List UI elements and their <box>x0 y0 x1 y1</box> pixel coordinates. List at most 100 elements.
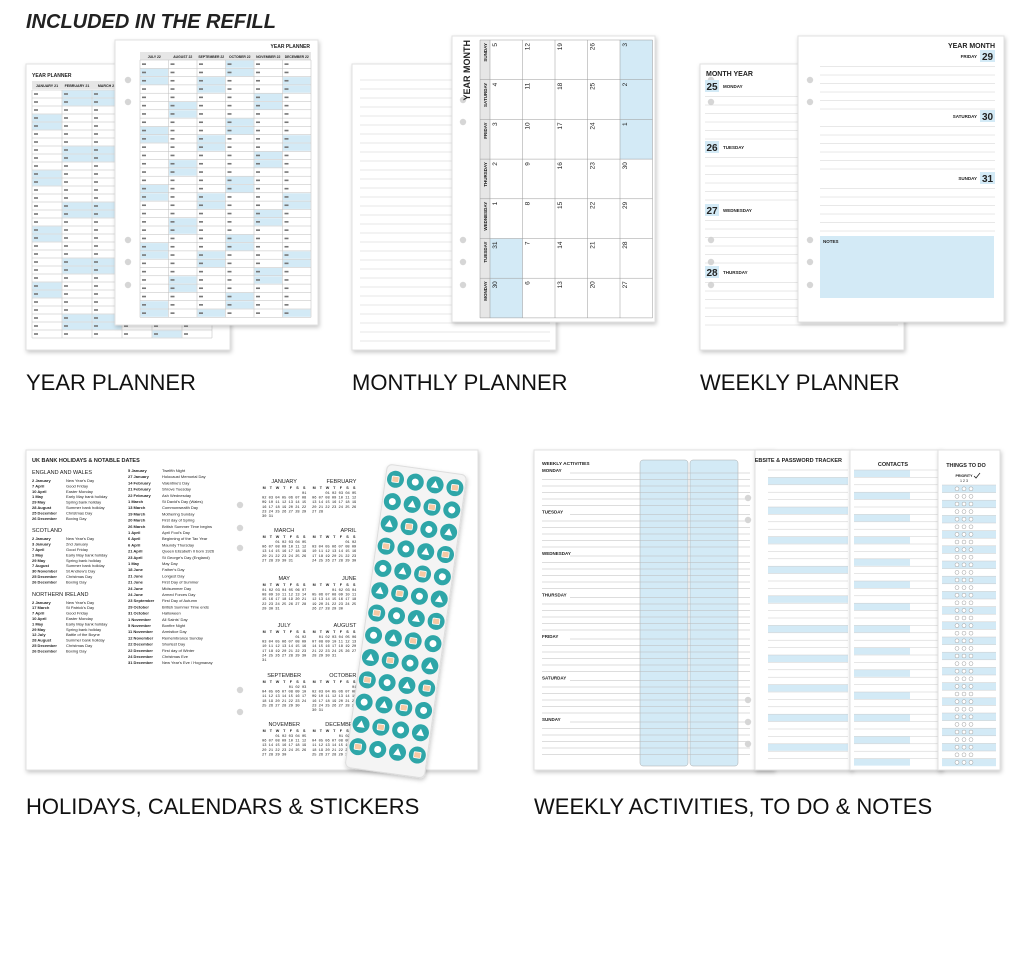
day-mark <box>94 229 98 231</box>
day-mark <box>284 229 289 231</box>
day-mark <box>142 113 146 115</box>
weekday: WEDNESDAY <box>723 208 752 213</box>
holiday-name: Good Friday <box>66 547 88 552</box>
priority-circle <box>968 524 974 529</box>
day-mark <box>64 229 68 231</box>
priority-circle <box>954 722 960 727</box>
notable-name: Queen Elizabeth II born 1926 <box>162 549 215 554</box>
day-mark <box>256 279 260 281</box>
holiday-date: 29 May <box>32 627 46 632</box>
day-mark <box>142 187 146 190</box>
sticker-icon <box>425 525 433 533</box>
day-mark <box>199 221 203 223</box>
day-mark <box>170 204 175 207</box>
holiday-name: Early May bank holiday <box>66 494 107 499</box>
notable-date: 21 February <box>128 487 151 492</box>
day-mark <box>142 154 146 157</box>
day-mark <box>142 121 146 124</box>
day-mark <box>142 237 146 240</box>
weekday-initial: M <box>263 535 266 539</box>
week-row: 15 16 17 18 19 20 21 <box>262 598 307 602</box>
weekday-initial: M <box>263 680 266 684</box>
weekday-initial: M <box>263 729 266 733</box>
page-title: YEAR MONTH <box>462 40 472 101</box>
day-mark <box>142 212 146 215</box>
sticker-icon <box>375 586 384 595</box>
day-mark <box>64 189 68 191</box>
weekday-initial: W <box>326 680 330 684</box>
day-mark <box>142 129 146 132</box>
week-row: 09 10 11 12 13 14 15 <box>312 695 356 699</box>
day-mark <box>34 245 38 247</box>
holiday-date: 26 December <box>32 579 57 584</box>
day-mark <box>256 196 260 198</box>
day-mark <box>284 63 289 65</box>
sticker-icon <box>374 745 382 753</box>
day-mark <box>256 146 260 148</box>
weekend-cell <box>140 68 168 77</box>
date: 30 <box>982 112 994 123</box>
week-row: 27 28 <box>312 510 323 514</box>
day-mark <box>199 96 203 99</box>
day-mark <box>170 287 175 290</box>
holiday-date: 30 November <box>32 569 58 574</box>
day-mark <box>284 179 289 182</box>
priority-circle <box>968 486 974 491</box>
weekend-cell <box>283 201 311 209</box>
day-mark <box>94 269 98 271</box>
sticker-icon <box>353 742 363 751</box>
date: 31 <box>982 174 994 185</box>
notable-date: 5 November <box>128 623 151 628</box>
priority-circle <box>961 562 967 567</box>
day-mark <box>199 146 203 148</box>
priority-circle <box>954 745 960 750</box>
day-mark <box>256 104 260 107</box>
day-mark <box>94 93 98 95</box>
day-mark <box>170 270 175 273</box>
notable-date: 31 October <box>128 611 149 616</box>
weekday-initial: S <box>303 630 306 634</box>
weekend-cell <box>283 193 311 201</box>
day-mark <box>64 285 68 287</box>
weekday-initial: T <box>270 535 273 539</box>
date: 3 <box>492 122 499 126</box>
day-mark <box>199 279 203 281</box>
day-mark <box>199 138 203 140</box>
day-mark <box>170 212 175 215</box>
priority-circle <box>968 745 974 750</box>
day-mark <box>170 162 175 165</box>
day-mark <box>284 196 289 198</box>
day-mark <box>64 221 68 223</box>
day-mark <box>256 187 260 190</box>
priority-circle <box>961 509 967 514</box>
sticker-icon <box>431 617 441 626</box>
weekday-initial: W <box>326 630 330 634</box>
priority-circle <box>954 729 960 735</box>
weekday-initial: T <box>283 680 286 684</box>
punch-hole <box>459 236 467 244</box>
field-row <box>768 714 848 722</box>
day-mark <box>34 189 38 191</box>
notable-name: Remembrance Sunday <box>162 635 203 640</box>
field-row <box>854 581 910 588</box>
weekend-cell <box>62 146 92 154</box>
day-mark <box>199 245 203 248</box>
weekend-cell <box>197 259 225 267</box>
sticker-icon <box>441 550 450 559</box>
date: 27 <box>622 281 629 289</box>
day-mark <box>142 63 146 65</box>
punch-hole <box>806 281 814 289</box>
date-box <box>980 110 995 122</box>
date: 5 <box>492 43 499 47</box>
sticker-icon <box>411 614 420 623</box>
priority-circle <box>961 691 967 697</box>
field-row <box>854 558 910 566</box>
weekend-cell <box>283 309 311 317</box>
day-mark <box>227 146 232 148</box>
priority-circle <box>968 608 974 613</box>
sticker-icon <box>379 700 388 709</box>
week-row: 01 02 03 04 05 06 07 <box>262 589 306 593</box>
date: 16 <box>557 162 564 170</box>
priority-circle <box>968 501 974 507</box>
holiday-name: Early May bank holiday <box>66 552 107 557</box>
